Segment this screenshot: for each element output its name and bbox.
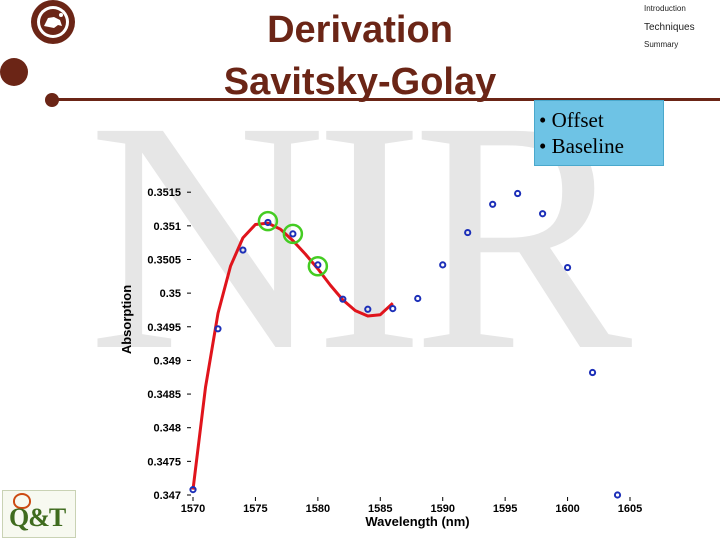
data-point: [514, 189, 522, 198]
y-axis-label: Absorption: [119, 285, 134, 354]
data-point: [389, 305, 397, 313]
data-point: [588, 368, 597, 377]
highlight-ring: [282, 223, 304, 245]
y-tick-label: 0.3495: [147, 322, 181, 334]
x-tick-label: 1595: [493, 503, 517, 515]
data-point: [289, 230, 297, 238]
fit-curve-line: [191, 221, 394, 490]
nav-techniques[interactable]: Techniques: [644, 22, 695, 33]
title-divider: [52, 98, 720, 101]
y-tick-label: 0.348: [153, 423, 181, 435]
slide-title: Derivation Savitsky-Golay: [200, 4, 520, 108]
y-tick-label: 0.35: [160, 288, 181, 300]
qt-logo-text: Q&T: [9, 503, 66, 532]
y-tick-label: 0.3515: [147, 187, 181, 199]
y-tick-label: 0.3485: [147, 389, 181, 401]
y-tick-label: 0.3505: [147, 254, 181, 266]
data-point: [414, 294, 422, 303]
title-line-2: Savitsky-Golay: [223, 61, 497, 103]
y-tick-label: 0.351: [153, 221, 181, 233]
decorative-dot-large: [0, 58, 28, 86]
x-tick-label: 1570: [181, 503, 205, 515]
data-point: [539, 210, 547, 218]
x-tick-label: 1580: [306, 503, 330, 515]
data-point: [339, 295, 347, 303]
qt-logo: Q&T: [2, 490, 76, 538]
x-tick-label: 1575: [243, 503, 267, 515]
data-point: [489, 200, 497, 208]
highlight-ring: [257, 210, 279, 232]
x-tick-label: 1605: [618, 503, 642, 515]
data-point: [189, 486, 197, 494]
data-point: [563, 263, 572, 272]
university-seal-icon: [8, 0, 88, 60]
nav-introduction[interactable]: Introduction: [644, 4, 686, 13]
callout-item-offset: • Offset: [539, 108, 604, 132]
x-tick-label: 1585: [368, 503, 392, 515]
y-tick-label: 0.349: [153, 355, 181, 367]
data-point: [439, 261, 447, 269]
data-point: [464, 228, 472, 237]
highlight-ring: [307, 255, 329, 277]
data-point: [264, 218, 272, 227]
callout-box: • Offset • Baseline: [534, 100, 664, 166]
x-tick-label: 1600: [555, 503, 579, 515]
y-tick-label: 0.347: [153, 490, 181, 502]
apple-icon: [13, 493, 31, 509]
data-point: [239, 246, 247, 254]
x-tick-label: 1590: [430, 503, 454, 515]
title-line-1: Derivation: [267, 9, 453, 51]
callout-item-baseline: • Baseline: [539, 134, 624, 158]
data-point: [364, 305, 372, 313]
y-tick-label: 0.3475: [147, 456, 181, 468]
data-point: [314, 261, 322, 269]
nav-summary[interactable]: Summary: [644, 40, 679, 49]
data-point: [214, 325, 222, 333]
section-nav: Introduction Techniques Summary: [644, 4, 695, 49]
decorative-dot-small: [45, 93, 59, 107]
x-axis-label: Wavelength (nm): [365, 514, 469, 529]
data-point: [613, 491, 622, 499]
